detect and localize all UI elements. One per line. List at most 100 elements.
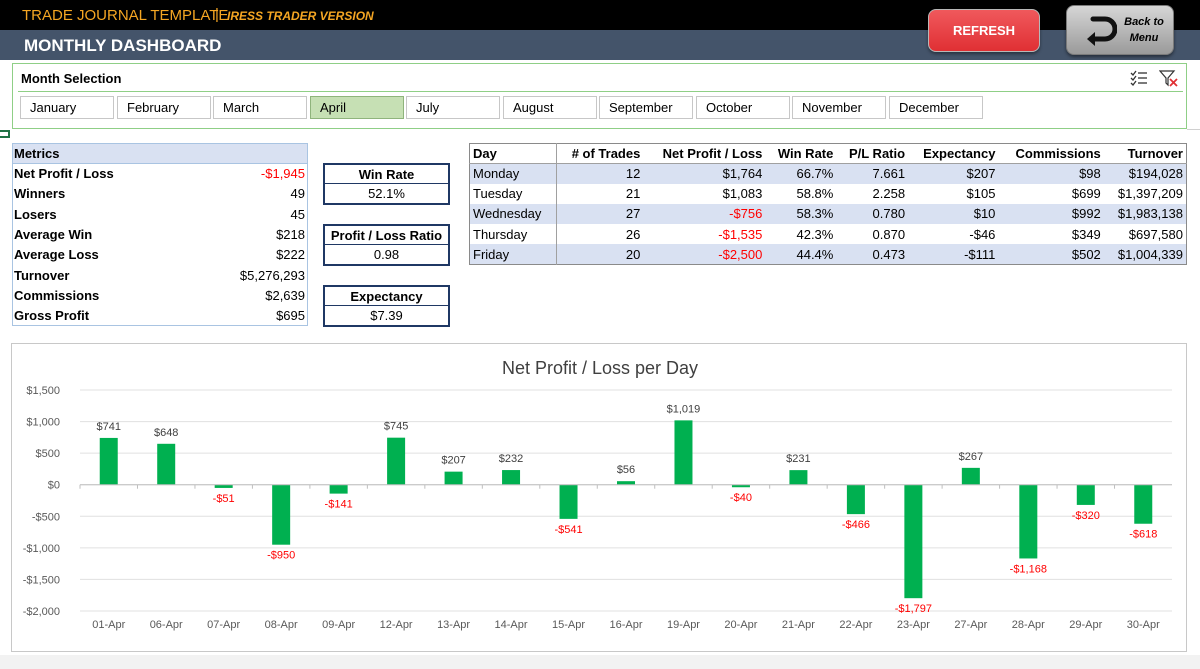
month-button-november[interactable]: November: [792, 96, 886, 119]
table-cell: -$1,535: [643, 224, 766, 245]
metric-label: Commissions: [14, 287, 100, 303]
y-tick-label: -$500: [32, 511, 60, 523]
table-cell: Wednesday: [469, 203, 558, 225]
bar: [559, 484, 578, 519]
data-label: $1,019: [667, 403, 701, 415]
table-cell: $10: [908, 203, 999, 225]
table-cell: $697,580: [1103, 224, 1187, 245]
metric-label: Losers: [14, 206, 57, 222]
table-cell: -$46: [908, 224, 999, 245]
x-tick-label: 09-Apr: [322, 619, 355, 631]
kpi-label: Profit / Loss Ratio: [325, 226, 448, 245]
x-tick-label: 19-Apr: [667, 619, 700, 631]
table-cell: $194,028: [1103, 163, 1187, 184]
y-tick-label: $1,000: [26, 417, 60, 429]
month-button-july[interactable]: July: [406, 96, 500, 119]
data-label: -$141: [325, 499, 353, 511]
data-label: $745: [384, 421, 408, 433]
multi-select-icon[interactable]: [1130, 70, 1148, 86]
sheet-bottom-strip: [0, 655, 1200, 669]
kpi-value: 52.1%: [368, 186, 405, 201]
metric-row: Net Profit / Loss -$1,945: [13, 164, 307, 184]
kpi-win-rate: Win Rate 52.1%: [323, 163, 450, 205]
kpi-value: $7.39: [370, 308, 403, 323]
table-cell: 42.3%: [765, 224, 837, 245]
app-title: TRADE JOURNAL TEMPLATE: [22, 7, 229, 24]
kpi-label: Expectancy: [325, 287, 448, 306]
data-label: $267: [959, 451, 983, 463]
data-label: $231: [786, 453, 810, 465]
month-button-august[interactable]: August: [503, 96, 597, 119]
clear-filter-icon[interactable]: [1159, 70, 1179, 88]
metric-label: Gross Profit: [14, 308, 90, 324]
x-tick-label: 12-Apr: [380, 619, 413, 631]
kpi-label: Win Rate: [325, 165, 448, 184]
data-label: -$950: [267, 550, 295, 562]
table-row: Wednesday 27 -$756 58.3% 0.780 $10 $992 $1,983,…: [469, 203, 1187, 225]
metric-label: Average Win: [14, 226, 93, 242]
column-header: Expectancy: [908, 143, 999, 164]
table-cell: $1,764: [643, 163, 766, 184]
month-button-march[interactable]: March: [213, 96, 307, 119]
x-tick-label: 16-Apr: [609, 619, 642, 631]
metric-value: $695: [276, 308, 305, 324]
y-tick-label: $1,500: [26, 385, 60, 397]
metric-value: 49: [290, 186, 305, 202]
x-tick-label: 14-Apr: [495, 619, 528, 631]
bar: [502, 470, 521, 485]
column-header: Commissions: [998, 143, 1104, 164]
data-label: $648: [154, 427, 178, 439]
month-button-february[interactable]: February: [117, 96, 211, 119]
bar: [272, 484, 291, 545]
metric-row: Commissions $2,639: [13, 286, 307, 306]
back-label-line1: Back to: [1124, 16, 1164, 28]
refresh-button[interactable]: REFRESH: [928, 9, 1040, 52]
month-button-september[interactable]: September: [599, 96, 693, 119]
net-profit-chart: Net Profit / Loss per Day $1,500 $1,000 $50…: [11, 343, 1187, 652]
back-to-menu-button[interactable]: Back to Menu: [1066, 5, 1174, 55]
bar: [387, 437, 406, 485]
x-tick-label: 01-Apr: [92, 619, 125, 631]
table-row: Monday 12 $1,764 66.7% 7.661 $207 $98 $194,028: [469, 163, 1187, 184]
table-cell: $992: [998, 203, 1104, 225]
bar: [961, 467, 980, 485]
table-cell: 21: [556, 183, 644, 204]
month-button-october[interactable]: October: [696, 96, 790, 119]
table-cell: $1,004,339: [1103, 244, 1187, 265]
bar: [1019, 484, 1038, 559]
x-tick-label: 08-Apr: [265, 619, 298, 631]
bar: [731, 484, 750, 488]
metric-label: Turnover: [14, 267, 70, 283]
metric-row: Losers 45: [13, 205, 307, 225]
table-cell: $105: [908, 183, 999, 204]
y-tick-label: $500: [36, 448, 60, 460]
x-tick-label: 29-Apr: [1069, 619, 1102, 631]
table-cell: 12: [556, 163, 644, 184]
column-header: # of Trades: [556, 143, 644, 164]
slicer-divider: [18, 91, 1183, 92]
table-row: Tuesday 21 $1,083 58.8% 2.258 $105 $699 $1,397,…: [469, 183, 1187, 204]
kpi-expectancy: Expectancy $7.39: [323, 285, 450, 327]
kpi-value: 0.98: [373, 247, 400, 262]
table-cell: 20: [556, 244, 644, 265]
month-button-december[interactable]: December: [889, 96, 983, 119]
data-label: $232: [499, 453, 523, 465]
slicer-title: Month Selection: [21, 71, 122, 86]
metric-value: $2,639: [265, 287, 305, 303]
x-tick-label: 06-Apr: [150, 619, 183, 631]
x-tick-label: 22-Apr: [839, 619, 872, 631]
data-label: $56: [617, 464, 635, 476]
column-header: Day: [469, 143, 558, 164]
data-label: -$320: [1072, 510, 1100, 522]
data-label: -$541: [554, 524, 582, 536]
y-tick-label: -$1,500: [23, 574, 60, 586]
metric-value: $218: [276, 226, 305, 242]
bar: [444, 471, 463, 485]
y-tick-label: $0: [48, 480, 60, 492]
x-tick-label: 30-Apr: [1127, 619, 1160, 631]
table-cell: $1,083: [643, 183, 766, 204]
month-button-april[interactable]: April: [310, 96, 404, 119]
column-header: Net Profit / Loss: [643, 143, 766, 164]
data-label: $741: [96, 421, 120, 433]
month-button-january[interactable]: January: [20, 96, 114, 119]
